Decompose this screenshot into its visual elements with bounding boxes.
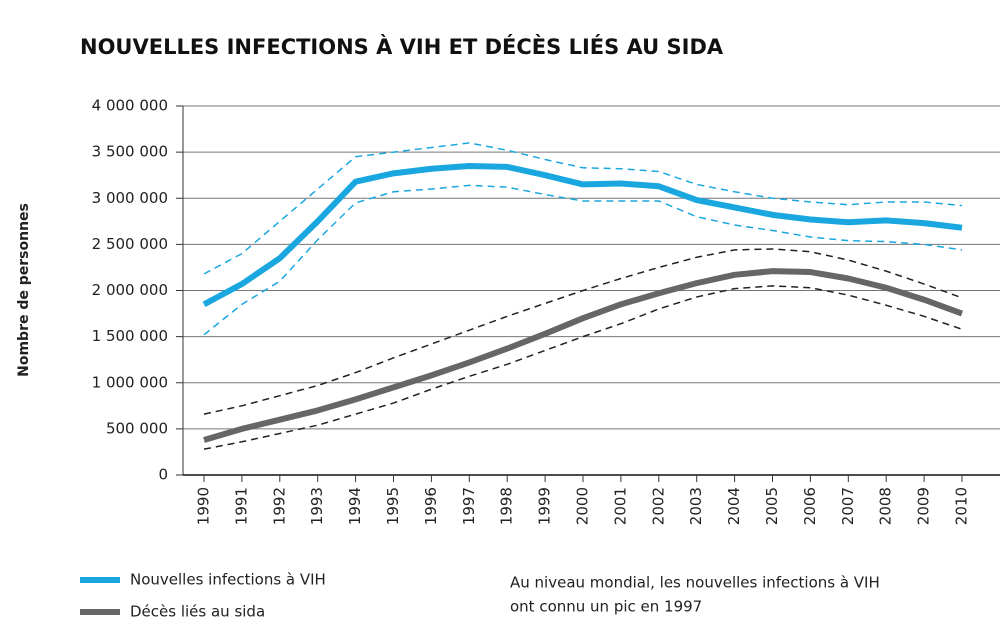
x-tick-label: 2002	[649, 487, 667, 525]
legend-label: Nouvelles infections à VIH	[130, 571, 326, 589]
x-tick-label: 2009	[915, 487, 933, 525]
chart-title: NOUVELLES INFECTIONS À VIH ET DÉCÈS LIÉS…	[80, 34, 724, 59]
x-tick-label: 2006	[801, 487, 819, 525]
x-tick-label: 2001	[611, 487, 629, 525]
y-tick-label: 500 000	[106, 419, 168, 437]
y-tick-label: 0	[158, 466, 168, 484]
x-tick-label: 2000	[574, 487, 592, 525]
x-tick-label: 1995	[384, 487, 402, 525]
y-tick-label: 1 500 000	[92, 327, 168, 345]
x-tick-label: 1998	[498, 487, 516, 525]
x-tick-label: 2007	[839, 487, 857, 525]
x-tick-label: 1993	[308, 487, 326, 525]
x-tick-label: 1996	[422, 487, 440, 525]
y-tick-label: 1 000 000	[92, 373, 168, 391]
annotation: Au niveau mondial, les nouvelles infecti…	[510, 574, 880, 592]
x-tick-label: 2008	[877, 487, 895, 525]
bound-line	[203, 285, 963, 450]
bound-line	[203, 184, 963, 336]
x-tick-label: 2003	[687, 487, 705, 525]
x-tick-label: 1994	[346, 487, 364, 525]
y-tick-label: 2 000 000	[92, 281, 168, 299]
x-tick-label: 2010	[953, 487, 971, 525]
x-tick-label: 1990	[195, 487, 213, 525]
series-line	[202, 162, 963, 307]
bound-line	[203, 248, 963, 415]
y-tick-label: 3 000 000	[92, 189, 168, 207]
series-line	[203, 268, 964, 443]
x-tick-label: 1997	[460, 487, 478, 525]
annotation: ont connu un pic en 1997	[510, 598, 702, 616]
x-tick-label: 1999	[536, 487, 554, 525]
x-tick-label: 1992	[270, 487, 288, 525]
x-tick-label: 1991	[232, 487, 250, 525]
y-axis-label: Nombre de personnes	[16, 203, 32, 377]
x-tick-label: 2005	[763, 487, 781, 525]
x-tick-label: 2004	[725, 487, 743, 525]
bound-line	[203, 142, 963, 275]
y-tick-label: 4 000 000	[92, 97, 168, 115]
y-tick-label: 2 500 000	[92, 235, 168, 253]
legend-label: Décès liés au sida	[130, 603, 265, 621]
y-tick-label: 3 500 000	[92, 143, 168, 161]
